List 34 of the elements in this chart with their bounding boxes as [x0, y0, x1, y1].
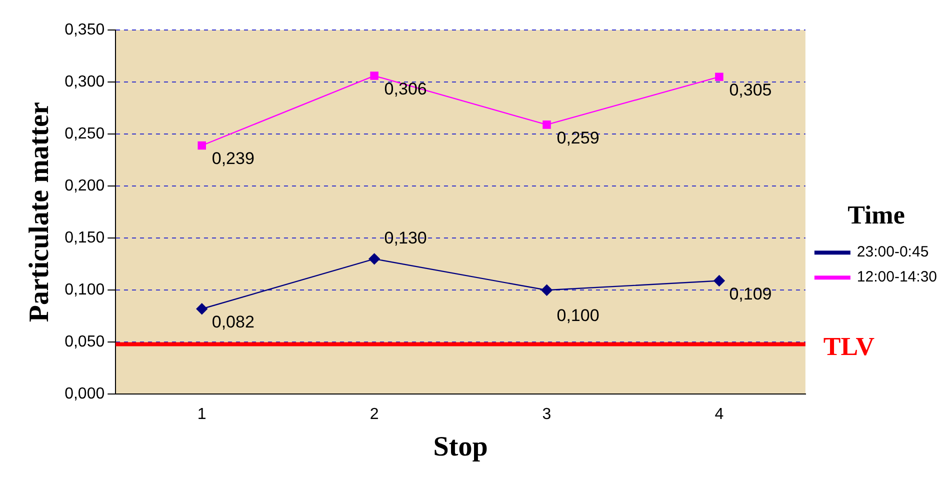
- legend-title: Time: [848, 200, 905, 230]
- point: [368, 253, 380, 265]
- ref-line-label: TLV: [823, 332, 875, 361]
- point: [542, 120, 551, 129]
- point: [370, 72, 378, 80]
- data-label: 0,259: [556, 128, 600, 148]
- point: [196, 303, 208, 314]
- data-label: 0,305: [729, 80, 772, 100]
- x-tick-label: 2: [370, 406, 379, 424]
- y-tick-label: 0,300: [64, 73, 105, 90]
- x-tick-label: 3: [542, 406, 552, 424]
- y-tick-label: 0,350: [64, 21, 105, 38]
- y-tick-label: 0,150: [64, 230, 105, 247]
- data-label: 0,130: [384, 228, 427, 248]
- point: [541, 284, 552, 296]
- y-tick-label: 0,250: [64, 125, 105, 142]
- point: [715, 72, 724, 81]
- point: [198, 141, 206, 150]
- y-tick-label: 0,050: [64, 334, 105, 351]
- legend-label: 12:00-14:30: [856, 268, 938, 286]
- y-tick-label: 0,200: [64, 177, 105, 194]
- data-label: 0,082: [212, 312, 254, 332]
- x-axis-title: Stop: [433, 431, 488, 462]
- y-tick-label: 0,100: [64, 282, 105, 299]
- legend-label: 23:00-0:45: [856, 244, 929, 261]
- x-tick-label: 4: [714, 406, 724, 424]
- data-label: 0,306: [384, 79, 427, 98]
- data-label: 0,100: [556, 306, 600, 325]
- x-tick-label: 1: [197, 406, 206, 424]
- point: [714, 275, 725, 286]
- y-tick-label: 0,000: [64, 386, 105, 403]
- data-label: 0,239: [212, 149, 254, 168]
- y-axis-title: Particulate matter: [24, 102, 56, 322]
- data-label: 0,109: [729, 284, 772, 304]
